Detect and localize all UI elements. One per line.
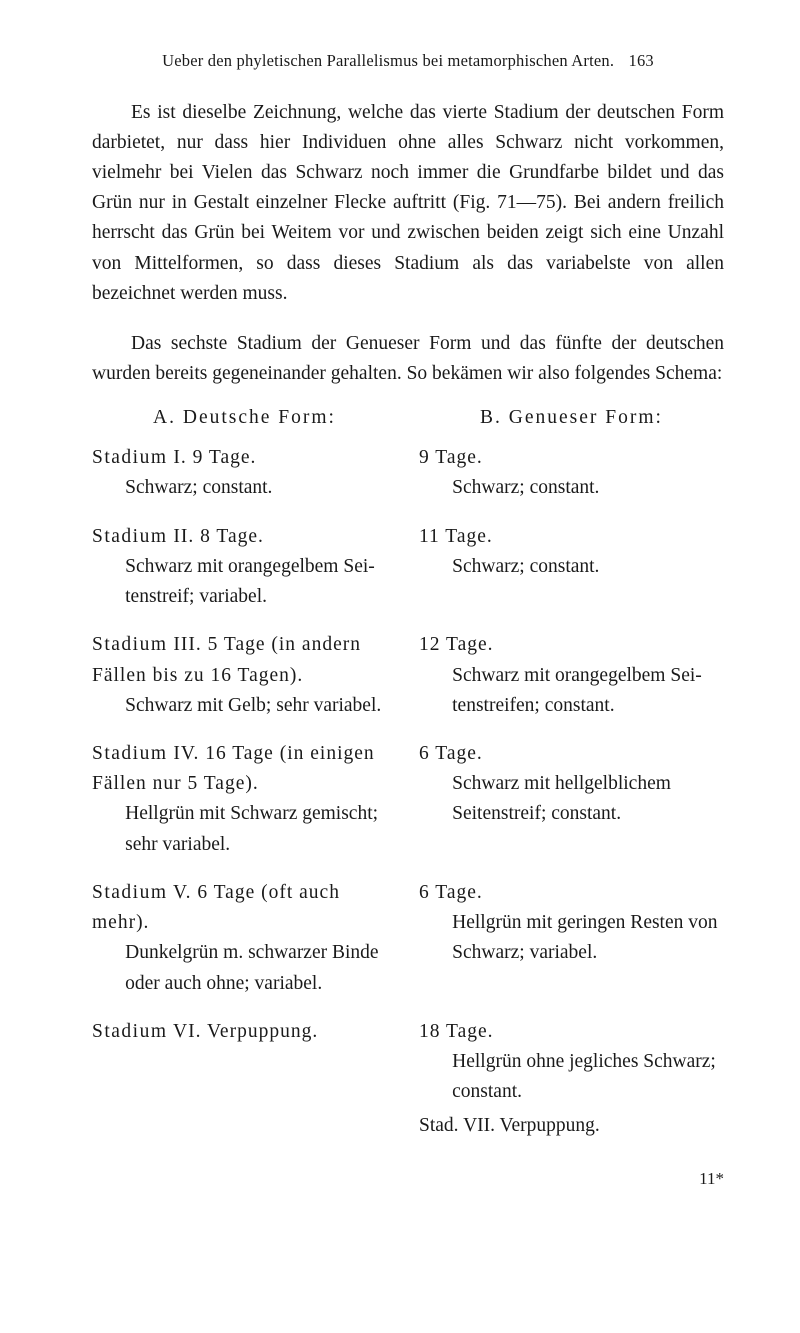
column-b-head: B. Genueser Form:	[419, 403, 724, 433]
row-b-6-sub: Hellgrün ohne jegliches Schwarz; constan…	[419, 1047, 724, 1107]
sheet-signature: 11*	[92, 1166, 724, 1192]
row-b-4-sub: Schwarz mit hellgelblichem Seitenstreif;…	[419, 769, 724, 829]
page-number: 163	[629, 51, 654, 70]
row-a-4: Stadium IV. 16 Tage (in eini­gen Fällen …	[92, 739, 397, 860]
row-a-2-title: Stadium II. 8 Tage.	[92, 522, 397, 552]
running-header-text: Ueber den phyletischen Parallelismus bei…	[162, 51, 614, 70]
row-a-6: Stadium VI. Verpuppung.	[92, 1017, 397, 1142]
row-b-6-title: 18 Tage.	[419, 1017, 724, 1047]
row-a-5-sub: Dunkelgrün m. schwarzer Binde oder auch …	[92, 938, 397, 998]
row-b-1: 9 Tage. Schwarz; constant.	[419, 443, 724, 503]
running-header: Ueber den phyletischen Parallelismus bei…	[92, 48, 724, 74]
row-b-5-sub: Hellgrün mit geringen Resten von Schwarz…	[419, 908, 724, 968]
row-a-3-title: Stadium III. 5 Tage (in andern Fällen bi…	[92, 630, 397, 690]
row-a-4-sub: Hellgrün mit Schwarz gemischt; sehr vari…	[92, 799, 397, 859]
row-a-5-title: Stadium V. 6 Tage (oft auch mehr).	[92, 878, 397, 938]
page: Ueber den phyletischen Parallelismus bei…	[0, 0, 800, 1240]
paragraph-1: Es ist dieselbe Zeichnung, welche das vi…	[92, 98, 724, 310]
row-a-4-title: Stadium IV. 16 Tage (in eini­gen Fällen …	[92, 739, 397, 799]
row-b-6-extra: Stad. VII. Verpuppung.	[419, 1111, 724, 1141]
row-b-5: 6 Tage. Hellgrün mit geringen Resten von…	[419, 878, 724, 999]
row-b-4: 6 Tage. Schwarz mit hellgelblichem Seite…	[419, 739, 724, 860]
row-b-5-title: 6 Tage.	[419, 878, 724, 908]
paragraph-2: Das sechste Stadium der Genueser Form un…	[92, 329, 724, 389]
row-b-2-title: 11 Tage.	[419, 522, 724, 552]
row-b-4-title: 6 Tage.	[419, 739, 724, 769]
row-a-2: Stadium II. 8 Tage. Schwarz mit orangege…	[92, 522, 397, 613]
column-a-head: A. Deutsche Form:	[92, 403, 397, 433]
row-a-5: Stadium V. 6 Tage (oft auch mehr). Dunke…	[92, 878, 397, 999]
row-b-1-title: 9 Tage.	[419, 443, 724, 473]
row-b-6: 18 Tage. Hellgrün ohne jegliches Schwarz…	[419, 1017, 724, 1142]
row-b-3-title: 12 Tage.	[419, 630, 724, 660]
row-b-2: 11 Tage. Schwarz; constant.	[419, 522, 724, 613]
comparison-schema: A. Deutsche Form: B. Genueser Form: Stad…	[92, 403, 724, 1160]
row-a-2-sub: Schwarz mit orangegelbem Sei­tenstreif; …	[92, 552, 397, 612]
row-a-1-sub: Schwarz; constant.	[92, 473, 397, 503]
row-a-6-title: Stadium VI. Verpuppung.	[92, 1017, 397, 1047]
row-a-3: Stadium III. 5 Tage (in andern Fällen bi…	[92, 630, 397, 721]
row-a-1-title: Stadium I. 9 Tage.	[92, 443, 397, 473]
row-b-2-sub: Schwarz; constant.	[419, 552, 724, 582]
row-b-1-sub: Schwarz; constant.	[419, 473, 724, 503]
row-a-1: Stadium I. 9 Tage. Schwarz; constant.	[92, 443, 397, 503]
row-b-3-sub: Schwarz mit orangegelbem Sei­tenstreifen…	[419, 661, 724, 721]
row-b-3: 12 Tage. Schwarz mit orangegelbem Sei­te…	[419, 630, 724, 721]
row-a-3-sub: Schwarz mit Gelb; sehr va­riabel.	[92, 691, 397, 721]
